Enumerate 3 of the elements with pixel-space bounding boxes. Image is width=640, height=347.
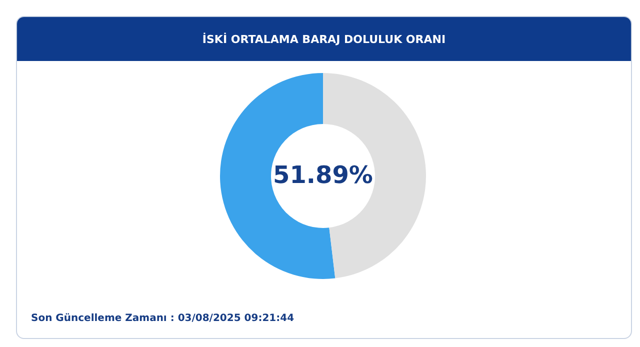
text: Son Güncelleme Zamanı : 03/08/2025 09:21:44 xyxy=(31,313,294,324)
chart-title: İSKİ ORTALAMA BARAJ DOLULUK ORANI xyxy=(17,17,631,61)
data-label: 51.89% xyxy=(273,161,373,189)
